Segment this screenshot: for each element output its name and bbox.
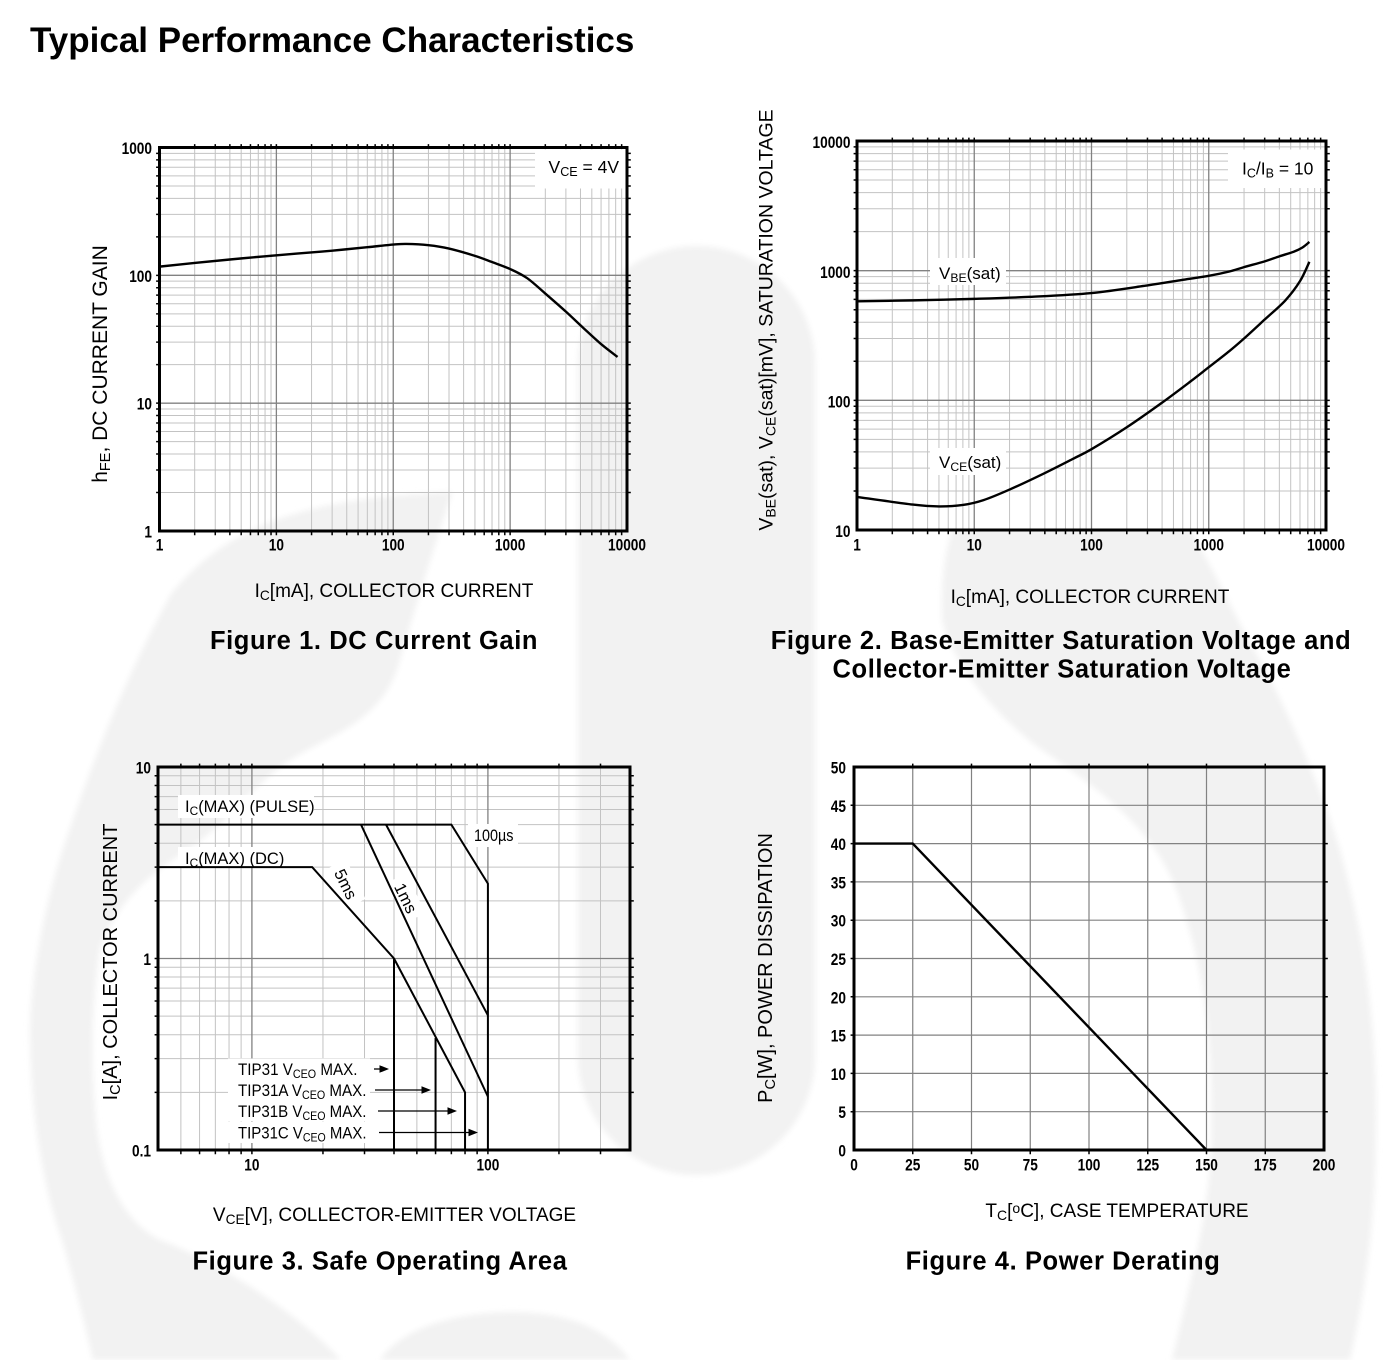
svg-text:VCE = 4V: VCE = 4V xyxy=(549,157,620,179)
svg-text:VBE(sat), VCE(sat)[mV], SATURA: VBE(sat), VCE(sat)[mV], SATURATION VOLTA… xyxy=(756,109,779,530)
svg-text:30: 30 xyxy=(831,912,846,931)
svg-text:1000: 1000 xyxy=(122,139,152,158)
svg-text:TIP31A VCEO MAX.: TIP31A VCEO MAX. xyxy=(238,1081,367,1102)
svg-text:IC[mA], COLLECTOR CURRENT: IC[mA], COLLECTOR CURRENT xyxy=(951,587,1230,609)
svg-text:150: 150 xyxy=(1195,1156,1218,1175)
svg-text:VCE(sat): VCE(sat) xyxy=(939,453,1001,474)
svg-text:TIP31 VCEO MAX.: TIP31 VCEO MAX. xyxy=(238,1060,358,1081)
svg-text:0: 0 xyxy=(850,1156,858,1175)
svg-text:VBE(sat): VBE(sat) xyxy=(939,264,1001,285)
svg-text:Figure 1. DC Current Gain: Figure 1. DC Current Gain xyxy=(210,627,538,655)
svg-text:100µs: 100µs xyxy=(474,827,514,845)
svg-text:10: 10 xyxy=(967,536,982,555)
svg-text:1: 1 xyxy=(853,536,861,555)
svg-text:100: 100 xyxy=(828,393,851,412)
svg-text:IC(MAX) (DC): IC(MAX) (DC) xyxy=(185,850,284,870)
svg-text:50: 50 xyxy=(964,1156,979,1175)
svg-text:10000: 10000 xyxy=(608,536,646,555)
svg-text:25: 25 xyxy=(905,1156,920,1175)
svg-text:Figure 3. Safe Operating Area: Figure 3. Safe Operating Area xyxy=(193,1248,568,1276)
svg-text:IC/IB = 10: IC/IB = 10 xyxy=(1242,159,1314,181)
svg-text:0.1: 0.1 xyxy=(132,1142,151,1161)
svg-text:50: 50 xyxy=(831,759,846,778)
svg-text:IC[mA], COLLECTOR CURRENT: IC[mA], COLLECTOR CURRENT xyxy=(255,581,534,603)
svg-text:10: 10 xyxy=(136,759,151,778)
svg-text:100: 100 xyxy=(129,267,152,286)
svg-text:20: 20 xyxy=(831,988,846,1007)
svg-text:100: 100 xyxy=(1078,1156,1101,1175)
svg-text:100: 100 xyxy=(1080,536,1103,555)
svg-text:10: 10 xyxy=(244,1156,259,1175)
svg-text:IC(MAX) (PULSE): IC(MAX) (PULSE) xyxy=(185,798,315,818)
svg-text:75: 75 xyxy=(1023,1156,1038,1175)
svg-text:VCE[V], COLLECTOR-EMITTER VOLT: VCE[V], COLLECTOR-EMITTER VOLTAGE xyxy=(213,1205,576,1227)
svg-text:25: 25 xyxy=(831,950,846,969)
svg-text:200: 200 xyxy=(1313,1156,1336,1175)
svg-text:1000: 1000 xyxy=(1194,536,1224,555)
svg-text:hFE, DC CURRENT GAIN: hFE, DC CURRENT GAIN xyxy=(89,245,114,483)
svg-text:TC[oC], CASE TEMPERATURE: TC[oC], CASE TEMPERATURE xyxy=(985,1200,1248,1223)
svg-text:Figure 2. Base-Emitter Saturat: Figure 2. Base-Emitter Saturation Voltag… xyxy=(771,627,1352,655)
svg-text:10: 10 xyxy=(269,536,284,555)
svg-text:Collector-Emitter Saturation V: Collector-Emitter Saturation Voltage xyxy=(833,656,1292,684)
svg-text:TIP31C VCEO MAX.: TIP31C VCEO MAX. xyxy=(238,1124,367,1145)
svg-text:IC[A], COLLECTOR CURRENT: IC[A], COLLECTOR CURRENT xyxy=(100,824,124,1101)
svg-text:PC[W], POWER DISSIPATION: PC[W], POWER DISSIPATION xyxy=(755,833,779,1103)
svg-text:15: 15 xyxy=(831,1027,846,1046)
svg-text:1000: 1000 xyxy=(820,263,850,282)
svg-text:5: 5 xyxy=(838,1103,846,1122)
svg-text:1: 1 xyxy=(144,523,152,542)
svg-text:175: 175 xyxy=(1254,1156,1277,1175)
svg-text:45: 45 xyxy=(831,797,846,816)
svg-text:1: 1 xyxy=(156,536,164,555)
svg-text:Figure 4. Power Derating: Figure 4. Power Derating xyxy=(906,1248,1221,1276)
svg-text:Typical Performance Characteri: Typical Performance Characteristics xyxy=(30,21,634,60)
svg-text:10000: 10000 xyxy=(813,133,851,152)
svg-text:0: 0 xyxy=(838,1142,846,1161)
svg-text:100: 100 xyxy=(382,536,405,555)
svg-text:1000: 1000 xyxy=(495,536,525,555)
svg-text:10000: 10000 xyxy=(1307,536,1345,555)
svg-text:125: 125 xyxy=(1136,1156,1159,1175)
svg-text:10: 10 xyxy=(137,395,152,414)
svg-text:10: 10 xyxy=(831,1065,846,1084)
svg-text:TIP31B VCEO MAX.: TIP31B VCEO MAX. xyxy=(238,1102,367,1123)
svg-text:35: 35 xyxy=(831,873,846,892)
svg-text:100: 100 xyxy=(477,1156,500,1175)
svg-text:40: 40 xyxy=(831,835,846,854)
svg-text:10: 10 xyxy=(835,522,850,541)
svg-text:1: 1 xyxy=(143,950,151,969)
